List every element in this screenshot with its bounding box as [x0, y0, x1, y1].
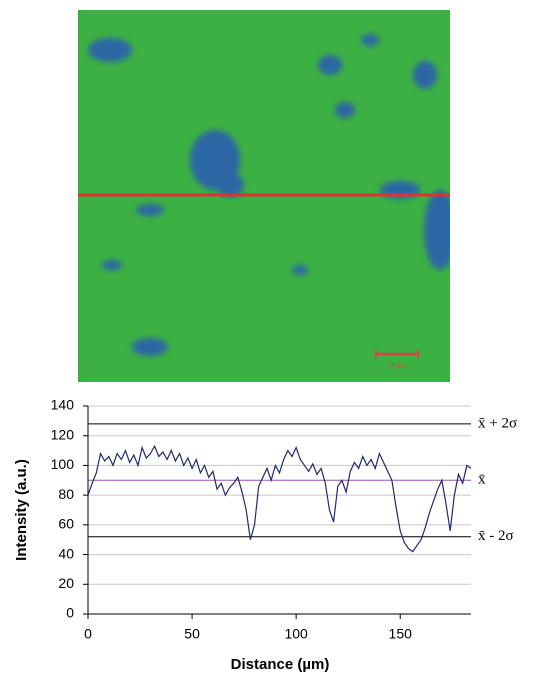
chart: Intensity (a.u.) Distance (µm) 0 20 40 60 80…	[13, 397, 517, 673]
y-axis-label: Intensity (a.u.)	[13, 459, 30, 561]
y-tick-label: 20	[58, 575, 74, 591]
reference-label: x̄ + 2σ	[478, 415, 517, 431]
x-tick-label: 50	[184, 626, 200, 642]
y-tick-label: 80	[58, 486, 74, 502]
y-tick-label: 100	[51, 456, 75, 472]
y-tick-label: 0	[66, 605, 74, 621]
reference-label: x̄	[478, 472, 486, 488]
x-tick-label: 0	[84, 626, 92, 642]
reference-label: x̄ - 2σ	[478, 528, 514, 544]
y-tick-label: 140	[51, 397, 75, 413]
x-axis-label: Distance (µm)	[231, 656, 330, 673]
y-tick-label: 60	[58, 516, 74, 532]
x-tick-label: 150	[389, 626, 413, 642]
x-tick-label: 100	[284, 626, 308, 642]
micrograph: 20 µm	[78, 10, 450, 382]
scale-bar-label: 20 µm	[389, 364, 406, 370]
y-tick-label: 40	[58, 545, 74, 561]
y-tick-label: 120	[51, 426, 75, 442]
profile-series	[87, 444, 472, 553]
